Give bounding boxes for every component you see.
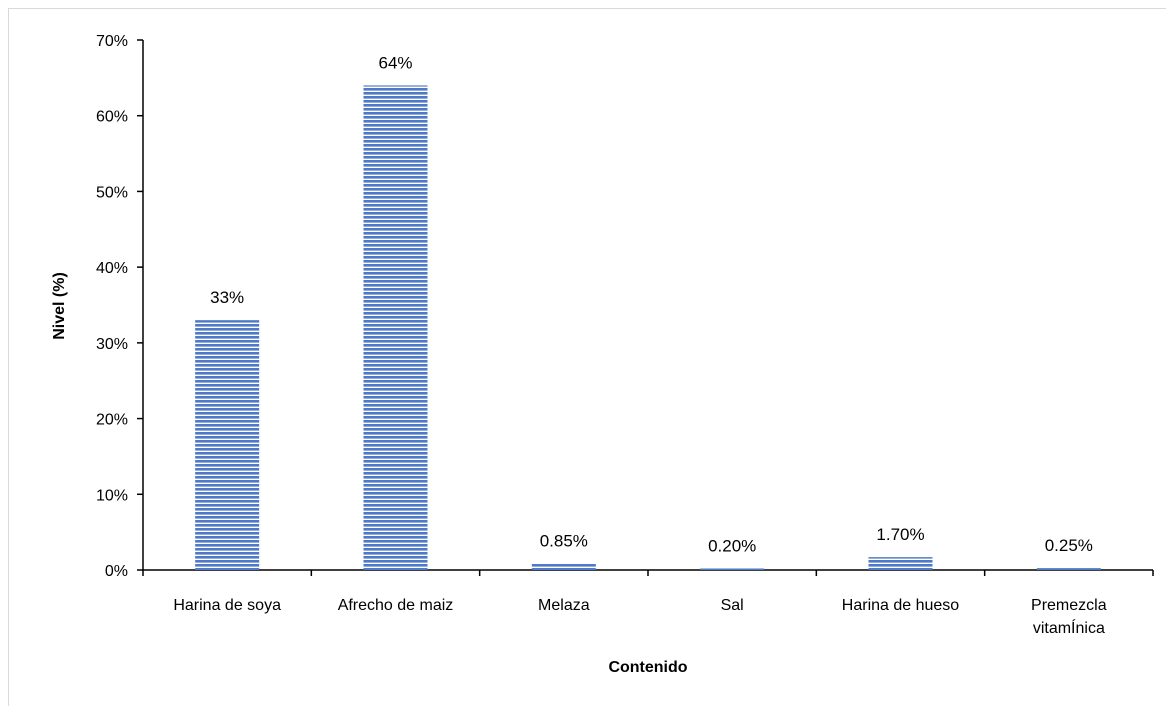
category-label: Harina de soya	[173, 597, 281, 614]
data-label: 0.25%	[1045, 536, 1093, 555]
y-tick-label: 70%	[96, 33, 128, 50]
y-tick-label: 60%	[96, 109, 128, 126]
category-label: Melaza	[538, 597, 590, 614]
data-label: 1.70%	[876, 525, 924, 544]
y-tick-label: 20%	[96, 412, 128, 429]
bar	[195, 320, 260, 570]
data-label: 0.20%	[708, 536, 756, 555]
category-label: vitamÍnica	[1033, 618, 1105, 637]
category-label: Afrecho de maiz	[338, 597, 454, 614]
y-axis-title: Nivel (%)	[51, 272, 68, 340]
x-axis-title: Contenido	[608, 659, 687, 676]
data-label: 0.85%	[540, 532, 588, 551]
category-label: Sal	[721, 597, 744, 614]
data-label: 33%	[210, 288, 244, 307]
data-label: 64%	[378, 53, 412, 72]
y-tick-label: 0%	[105, 563, 128, 580]
category-label: Harina de hueso	[842, 597, 960, 614]
bar	[700, 568, 765, 570]
bar	[363, 85, 428, 570]
bar	[531, 563, 596, 570]
category-label: Premezcla	[1031, 597, 1107, 614]
y-tick-label: 30%	[96, 336, 128, 353]
y-tick-label: 50%	[96, 184, 128, 201]
bar	[868, 557, 933, 570]
chart-frame	[8, 8, 1166, 706]
y-tick-label: 40%	[96, 260, 128, 277]
bar	[1036, 568, 1101, 570]
y-tick-label: 10%	[96, 487, 128, 504]
